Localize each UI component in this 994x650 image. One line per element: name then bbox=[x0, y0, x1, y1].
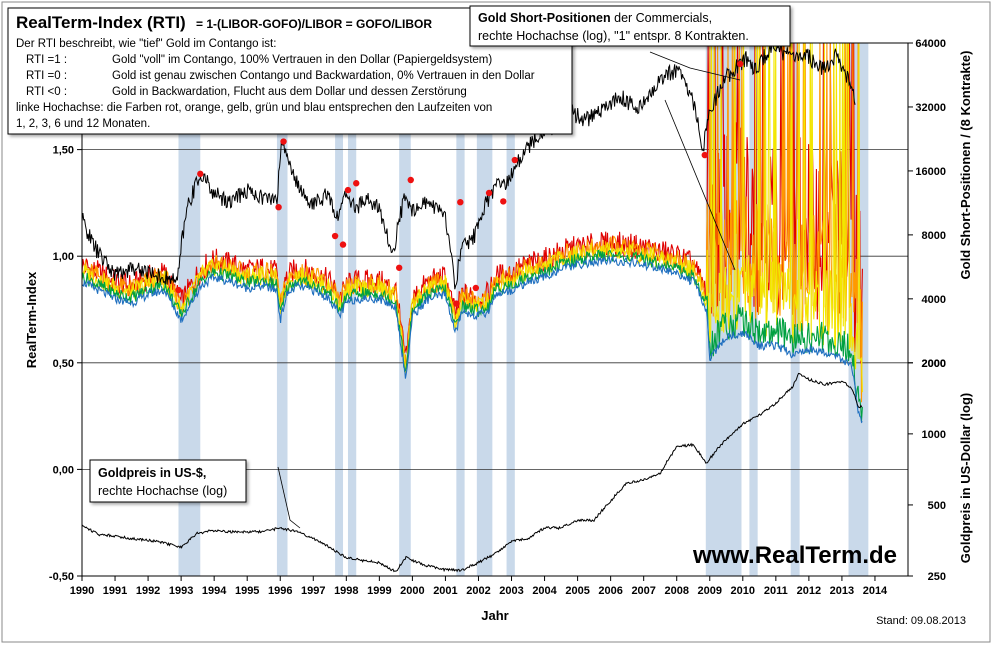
y-left-tick-label: 0,50 bbox=[53, 358, 74, 370]
y-axis-right-bottom-label: Goldpreis in US-Dollar (log) bbox=[958, 393, 973, 563]
y-right-bottom-tick-label: 1000 bbox=[922, 429, 946, 441]
x-tick-label: 1998 bbox=[334, 585, 358, 597]
x-tick-label: 1991 bbox=[103, 585, 127, 597]
callout-short-positions: Gold Short-Positionen der Commercials, r… bbox=[469, 5, 791, 47]
shaded-period bbox=[347, 43, 357, 576]
rti-series-2m bbox=[82, 43, 863, 403]
x-tick-label: 2006 bbox=[598, 585, 622, 597]
y-right-bottom-tick-label: 500 bbox=[928, 500, 946, 512]
short-marker bbox=[331, 232, 339, 240]
shaded-period bbox=[178, 43, 201, 576]
rti-series-12m bbox=[82, 254, 863, 424]
stand-date: Stand: 09.08.2013 bbox=[876, 615, 966, 627]
callout-gold-bold: Goldpreis in US-$, bbox=[98, 466, 206, 480]
short-marker bbox=[353, 180, 360, 187]
y-right-top-tick-label: 16000 bbox=[915, 166, 946, 178]
short-positions-line bbox=[82, 43, 856, 290]
short-marker bbox=[175, 286, 182, 294]
watermark: www.RealTerm.de bbox=[692, 542, 897, 569]
series-layer bbox=[82, 43, 863, 573]
short-marker bbox=[275, 203, 282, 211]
y-right-top-tick-label: 64000 bbox=[915, 38, 946, 50]
y-left-tick-label: 0,00 bbox=[53, 464, 74, 476]
short-marker bbox=[407, 176, 414, 184]
svg-text:Gold Short-Positionen der Comm: Gold Short-Positionen der Commercials, bbox=[478, 11, 712, 25]
short-marker bbox=[395, 264, 403, 271]
y-right-bottom-tick-label: 2000 bbox=[922, 358, 946, 370]
legend-row-text: Gold in Backwardation, Flucht aus dem Do… bbox=[112, 86, 467, 98]
x-tick-label: 2012 bbox=[797, 585, 821, 597]
shaded-period bbox=[399, 43, 411, 576]
x-tick-label: 2002 bbox=[466, 585, 490, 597]
y-left-tick-label: 1,50 bbox=[53, 145, 74, 157]
callout-short-bold: Gold Short-Positionen bbox=[478, 11, 611, 25]
y-right-top-tick-label: 32000 bbox=[915, 102, 946, 114]
x-tick-label: 2005 bbox=[565, 585, 589, 597]
description-line: Der RTI beschreibt, wie "tief" Gold im C… bbox=[16, 38, 276, 50]
short-marker bbox=[500, 198, 507, 205]
short-marker bbox=[472, 284, 480, 292]
short-markers bbox=[175, 60, 744, 307]
shaded-period bbox=[506, 43, 515, 576]
legend-row-text: Gold "voll" im Contango, 100% Vertrauen … bbox=[112, 54, 492, 66]
y-right-top-tick-label: 2000 bbox=[922, 358, 946, 370]
x-tick-label: 2007 bbox=[631, 585, 655, 597]
x-tick-label: 2004 bbox=[532, 585, 557, 597]
chart-title: RealTerm-Index (RTI) bbox=[16, 13, 186, 32]
y-axis-left-label: RealTerm-Index bbox=[24, 271, 39, 368]
short-marker bbox=[344, 186, 352, 194]
chart-formula: = 1-(LIBOR-GOFO)/LIBOR = GOFO/LIBOR bbox=[196, 17, 432, 31]
x-tick-label: 1996 bbox=[268, 585, 292, 597]
x-tick-label: 1994 bbox=[202, 585, 227, 597]
short-marker bbox=[197, 170, 204, 178]
y-left-tick-label: 1,00 bbox=[53, 251, 74, 263]
x-tick-label: 2000 bbox=[400, 585, 424, 597]
x-tick-label: 2001 bbox=[433, 585, 457, 597]
legend-row-label: RTI <0 : bbox=[26, 86, 67, 98]
x-tick-label: 2014 bbox=[863, 585, 888, 597]
x-tick-label: 1997 bbox=[301, 585, 325, 597]
legend-row-label: RTI =1 : bbox=[26, 54, 67, 66]
x-tick-label: 1993 bbox=[169, 585, 193, 597]
short-marker bbox=[280, 138, 287, 145]
x-tick-label: 1990 bbox=[70, 585, 94, 597]
x-tick-label: 1992 bbox=[136, 585, 160, 597]
shaded-period bbox=[749, 43, 758, 576]
y-left-tick-label: -0,50 bbox=[49, 571, 74, 583]
y-right-top-tick-label: 4000 bbox=[922, 294, 946, 306]
callout-short-line2: rechte Hochachse (log), "1" entspr. 8 Ko… bbox=[478, 29, 749, 43]
x-tick-label: 2011 bbox=[764, 585, 788, 597]
x-axis: 1990 1991 1992 1993 1994 1995 1996 1997 1998 1999… bbox=[70, 576, 888, 597]
callout-gold-line2: rechte Hochachse (log) bbox=[98, 484, 227, 498]
y-axis-right: 2000400080001600032000640002505001000200… bbox=[908, 38, 946, 583]
callout-short-rest: der Commercials, bbox=[611, 11, 712, 25]
short-marker bbox=[339, 241, 347, 248]
short-marker bbox=[485, 189, 493, 197]
note-line: 1, 2, 3, 6 und 12 Monaten. bbox=[16, 118, 150, 130]
short-marker bbox=[453, 300, 460, 307]
short-marker bbox=[511, 156, 519, 164]
y-axis-left: -0,50 0,00 0,50 1,00 1,50 bbox=[49, 145, 82, 583]
short-marker bbox=[736, 60, 744, 68]
gold-price-line bbox=[82, 372, 863, 573]
x-tick-label: 2008 bbox=[664, 585, 688, 597]
x-tick-label: 2009 bbox=[698, 585, 722, 597]
legend-row-text: Gold ist genau zwischen Contango und Bac… bbox=[112, 70, 535, 82]
x-tick-label: 2003 bbox=[499, 585, 523, 597]
y-axis-right-top-label: Gold Short-Positionen / (8 Kontrakte) bbox=[958, 51, 973, 280]
x-axis-label: Jahr bbox=[481, 608, 508, 623]
callout-gold-price: Goldpreis in US-$, rechte Hochachse (log… bbox=[89, 459, 247, 503]
y-right-bottom-tick-label: 250 bbox=[928, 571, 946, 583]
y-right-top-tick-label: 8000 bbox=[922, 230, 946, 242]
legend-row-label: RTI =0 : bbox=[26, 70, 67, 82]
x-tick-label: 1995 bbox=[235, 585, 259, 597]
note-line: linke Hochachse: die Farben rot, orange,… bbox=[16, 102, 492, 114]
x-tick-label: 1999 bbox=[367, 585, 391, 597]
callout-leaders bbox=[277, 51, 741, 529]
short-marker bbox=[701, 151, 709, 159]
x-tick-label: 2010 bbox=[731, 585, 755, 597]
x-tick-label: 2013 bbox=[830, 585, 854, 597]
short-marker bbox=[457, 198, 464, 206]
